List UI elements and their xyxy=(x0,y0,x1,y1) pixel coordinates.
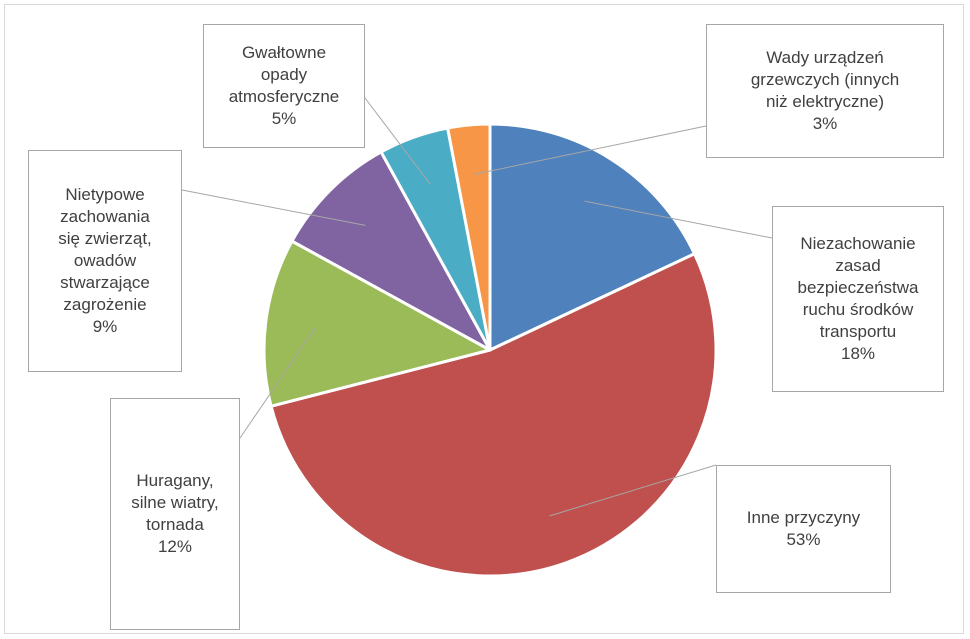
slice-label: Wady urządzeń grzewczych (innych niż ele… xyxy=(750,48,900,111)
pie-slice xyxy=(488,122,696,352)
leader-line xyxy=(473,125,707,175)
pie-slice xyxy=(262,239,492,408)
slice-percent: 53% xyxy=(786,530,821,549)
slice-percent: 18% xyxy=(840,344,876,363)
slice-percent: 3% xyxy=(812,114,838,133)
slice-label: Nietypowe zachowania się zwierząt, owadó… xyxy=(58,185,152,314)
leader-line xyxy=(549,464,717,517)
callout-niezachowanie: Niezachowanie zasad bezpieczeństwa ruchu… xyxy=(772,206,944,392)
slice-label: Gwałtowne opady atmosferyczne xyxy=(228,43,340,106)
pie-slice xyxy=(269,252,718,578)
leader-line xyxy=(181,189,366,226)
slice-label: Inne przyczyny xyxy=(746,508,861,527)
callout-nietypowe-zachowania: Nietypowe zachowania się zwierząt, owadó… xyxy=(28,150,182,372)
callout-inne-przyczyny: Inne przyczyny 53% xyxy=(716,465,891,593)
pie-slice xyxy=(290,150,492,352)
callout-huragany: Huragany, silne wiatry, tornada 12% xyxy=(110,398,240,630)
leader-line xyxy=(584,200,773,239)
slice-percent: 12% xyxy=(157,537,192,556)
leader-line xyxy=(364,97,431,185)
callout-wady-urzadzen: Wady urządzeń grzewczych (innych niż ele… xyxy=(706,24,944,158)
slice-percent: 9% xyxy=(92,317,118,336)
pie-slice xyxy=(446,122,492,352)
slice-label: Niezachowanie zasad bezpieczeństwa ruchu… xyxy=(797,234,919,341)
callout-gwaltowne-opady: Gwałtowne opady atmosferyczne 5% xyxy=(203,24,365,148)
slice-percent: 5% xyxy=(271,109,297,128)
slice-label: Huragany, silne wiatry, tornada xyxy=(131,471,219,534)
leader-line xyxy=(239,327,316,439)
